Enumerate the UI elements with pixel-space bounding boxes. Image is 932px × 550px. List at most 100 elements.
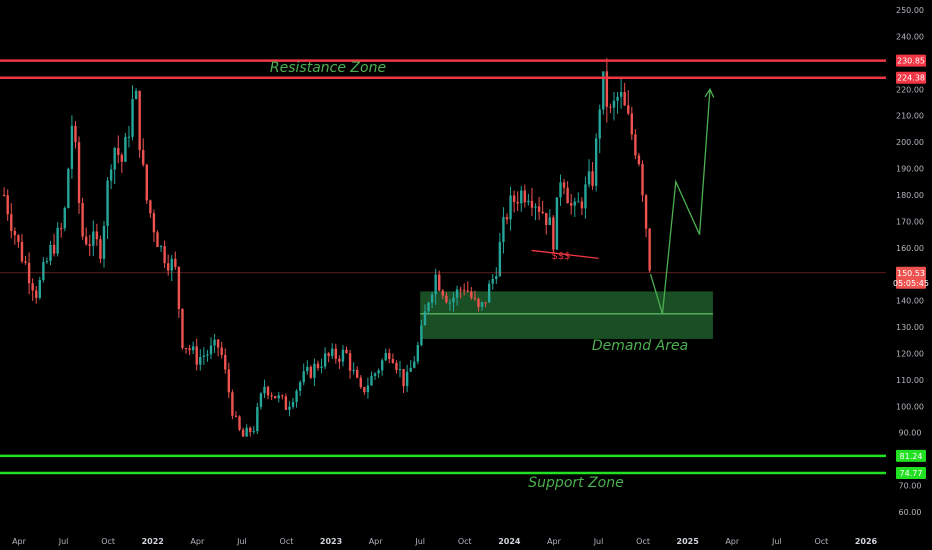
candle-body — [202, 355, 206, 358]
candle-body — [256, 407, 259, 432]
candle-body — [487, 283, 491, 303]
candle-body — [238, 416, 241, 430]
x-tick-label: 2024 — [498, 537, 521, 546]
candle-body — [455, 289, 459, 298]
x-axis-ticks: Apr Jul Oct 2022 Apr Jul Oct 2023 Apr Jul Oct 2024 A… — [12, 537, 877, 546]
liquidity-label: $$$ — [551, 251, 570, 262]
candle-body — [313, 363, 316, 378]
y-tick-label: 240.00 — [896, 32, 924, 41]
candle-body — [281, 395, 284, 397]
candle-body — [505, 217, 509, 220]
candle-body — [20, 241, 24, 262]
candle-body — [498, 242, 502, 277]
candle-body — [477, 298, 480, 307]
candle-body — [373, 373, 377, 377]
candle-body — [120, 154, 124, 162]
projection-path — [649, 89, 711, 315]
support-upper-badge: 81.24 — [900, 452, 923, 461]
candle-body — [38, 279, 42, 298]
candle-body — [52, 244, 56, 254]
candle-body — [495, 276, 498, 280]
candle-body — [109, 169, 113, 181]
y-tick-label: 60.00 — [899, 508, 922, 517]
candle-body — [452, 297, 455, 303]
candle-body — [580, 201, 584, 209]
candle-body — [220, 347, 223, 355]
candle-body — [159, 246, 163, 248]
candle-body — [302, 371, 305, 383]
x-tick-label: Jul — [414, 537, 425, 546]
x-tick-label: Jul — [771, 537, 782, 546]
candle-body — [288, 406, 291, 410]
x-tick-label: 2025 — [677, 537, 700, 546]
price-axis[interactable] — [886, 0, 932, 532]
candle-body — [13, 230, 17, 236]
candle-body — [63, 207, 66, 229]
candle-body — [405, 371, 409, 387]
candle-body — [520, 190, 523, 204]
candle-body — [2, 194, 6, 196]
candle-body — [124, 136, 127, 162]
y-tick-label: 160.00 — [896, 244, 924, 253]
candle-body — [127, 136, 131, 138]
resistance-zone-label: Resistance Zone — [270, 60, 386, 76]
candle-body — [227, 369, 231, 393]
candle-body — [142, 150, 145, 165]
candle-body — [605, 71, 609, 107]
candle-body — [270, 395, 273, 397]
candle-body — [6, 195, 9, 215]
candle-body — [341, 349, 345, 362]
candle-body — [70, 125, 74, 169]
candle-body — [609, 106, 612, 108]
resistance-lower-badge: 224.38 — [897, 74, 925, 83]
candle-body — [484, 302, 487, 304]
candle-body — [541, 211, 544, 214]
y-tick-label: 110.00 — [896, 376, 924, 385]
candle-body — [569, 203, 573, 206]
candle-body — [459, 289, 462, 291]
candle-body — [134, 90, 138, 99]
resistance-upper-badge: 230.85 — [897, 57, 925, 66]
candle-body — [388, 352, 391, 360]
candle-body — [17, 235, 20, 242]
support-zone-label: Support Zone — [528, 475, 623, 491]
candle-body — [420, 325, 423, 346]
candle-body — [224, 354, 227, 370]
candle-body — [145, 164, 148, 201]
resistance-lower-badge-bg — [896, 71, 926, 84]
candle-body — [448, 302, 452, 304]
candles — [2, 58, 651, 437]
x-tick-label: 2023 — [320, 537, 342, 546]
x-tick-label: Jul — [58, 537, 69, 546]
x-tick-label: Oct — [636, 537, 650, 546]
candle-body — [470, 291, 473, 298]
candle-body — [277, 395, 280, 399]
x-tick-label: Oct — [101, 537, 115, 546]
candle-body — [591, 171, 594, 186]
candle-body — [545, 213, 548, 225]
x-tick-label: Oct — [458, 537, 472, 546]
candle-body — [430, 294, 434, 303]
candle-body — [594, 138, 598, 186]
y-tick-label: 130.00 — [896, 323, 924, 332]
candle-body — [209, 345, 213, 355]
candle-body — [45, 261, 49, 263]
candle-body — [413, 361, 416, 368]
candle-body — [320, 366, 323, 368]
candle-body — [49, 244, 52, 262]
demand-area-label: Demand Area — [592, 338, 688, 354]
candle-body — [445, 295, 448, 303]
x-tick-label: Jul — [593, 537, 604, 546]
time-axis[interactable] — [0, 532, 932, 550]
last-price-badge-bg — [896, 266, 926, 289]
candle-body — [156, 232, 159, 248]
candle-body — [35, 290, 38, 298]
candle-body — [92, 231, 95, 246]
candle-body — [523, 190, 527, 203]
zone-lines — [0, 59, 886, 475]
y-tick-label: 190.00 — [896, 165, 924, 174]
candle-body — [648, 228, 651, 271]
candle-body — [438, 274, 441, 291]
